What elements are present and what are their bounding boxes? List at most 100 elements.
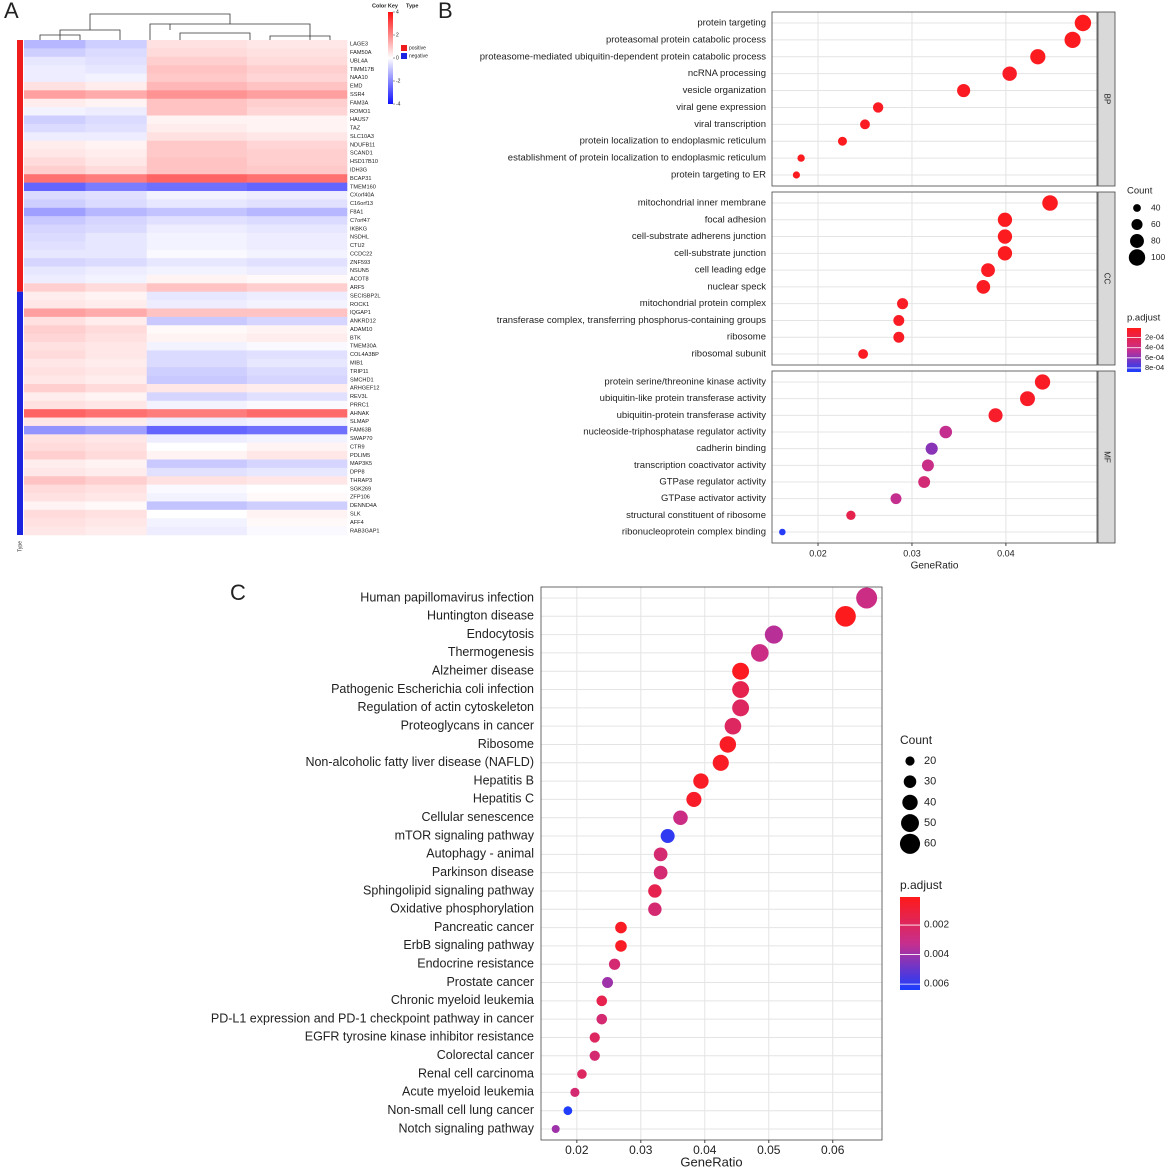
heatmap-cell (24, 425, 86, 435)
heatmap-cell (146, 425, 248, 435)
x-tick-label: 0.06 (821, 1143, 845, 1157)
category-label: cell-substrate adherens junction (632, 231, 766, 242)
heatmap-cell (246, 358, 348, 368)
dot (719, 736, 737, 753)
category-label: viral gene expression (676, 102, 766, 113)
row-label: FAM63B (350, 428, 372, 434)
dot (988, 408, 1003, 423)
heatmap-cell (246, 325, 348, 334)
heatmap-cell (24, 526, 86, 536)
dot (589, 1032, 600, 1043)
row-label: TIMM17B (350, 67, 375, 73)
row-label: SCAND1 (350, 151, 373, 157)
row-label: ARF5 (350, 285, 364, 291)
category-label: protein targeting to ER (671, 170, 766, 181)
heatmap-cell (85, 274, 148, 284)
heatmap-cell (24, 207, 86, 217)
color-legend-title: p.adjust (900, 878, 943, 892)
heatmap-cell (24, 165, 86, 175)
heatmap-cell (85, 375, 148, 385)
size-legend-label: 80 (1151, 235, 1161, 245)
dot (897, 298, 909, 310)
facet-strip (1097, 11, 1116, 187)
heatmap-cell (85, 342, 148, 351)
heatmap-cell (146, 191, 248, 200)
x-axis-title: GeneRatio (680, 1154, 742, 1169)
heatmap-cell (85, 98, 148, 108)
heatmap-cell (85, 501, 148, 511)
heatmap-cell (146, 48, 248, 58)
heatmap-cell (24, 358, 86, 368)
dot (732, 662, 750, 680)
heatmap-cell (146, 232, 248, 242)
heatmap-cell (24, 258, 86, 267)
heatmap-cell (24, 140, 86, 150)
color-key-tick-label: -2 (396, 78, 401, 84)
category-label: ncRNA processing (688, 68, 766, 79)
row-label: LAGE3 (350, 42, 368, 48)
dot (764, 625, 783, 644)
heatmap-cell (146, 367, 248, 376)
dot (976, 280, 991, 294)
dot (653, 847, 668, 862)
heatmap-cell (85, 157, 148, 167)
dot (570, 1087, 580, 1097)
heatmap-cell (146, 81, 248, 91)
heatmap-cell (246, 392, 348, 402)
facet-strip (1097, 370, 1116, 544)
x-tick-label: 0.05 (757, 1143, 781, 1157)
heatmap-cell (246, 493, 348, 502)
row-label: TMEM30A (350, 344, 377, 350)
panel-letter: A (4, 0, 19, 23)
heatmap-cell (85, 493, 148, 502)
category-label: GTPase regulator activity (659, 477, 766, 488)
heatmap-cell (85, 459, 148, 469)
x-tick-label: 0.03 (629, 1143, 653, 1157)
heatmap-cell (146, 333, 248, 343)
heatmap-cell (24, 115, 86, 125)
heatmap-cell (246, 149, 348, 158)
row-label: RAB3GAP1 (350, 528, 380, 534)
annotation-label: Type (17, 541, 23, 552)
heatmap-cell (85, 165, 148, 175)
heatmap-cell (146, 392, 248, 402)
heatmap-cell (146, 308, 248, 318)
dendrogram-branches (59, 13, 311, 40)
category-label: Endocrine resistance (417, 957, 534, 971)
category-label: Oxidative phosphorylation (390, 902, 534, 916)
dot (1030, 49, 1046, 65)
heatmap-cell (85, 249, 148, 259)
heatmap-cell (24, 291, 86, 301)
heatmap-cell (146, 509, 248, 519)
category-label: protein serine/threonine kinase activity (604, 377, 766, 388)
row-label: EMD (350, 84, 362, 90)
heatmap-cell (246, 375, 348, 385)
heatmap-cell (24, 40, 86, 49)
dot (602, 977, 614, 988)
heatmap-cell (24, 149, 86, 158)
row-label: DPP8 (350, 470, 365, 476)
heatmap-cell (85, 216, 148, 225)
size-legend-dot (1128, 249, 1146, 266)
dot (792, 171, 801, 179)
heatmap-cell (246, 132, 348, 141)
row-label: C16orf13 (350, 201, 373, 207)
heatmap-cell (246, 81, 348, 91)
heatmap-cell (24, 249, 86, 259)
dot (981, 263, 995, 278)
dot (732, 699, 750, 717)
panel-border (540, 586, 883, 1141)
heatmap-cell (246, 107, 348, 116)
category-label: Notch signaling pathway (399, 1121, 535, 1135)
heatmap-cell (85, 191, 148, 200)
heatmap-cell (24, 518, 86, 527)
heatmap-cell (24, 434, 86, 444)
size-legend-dot (899, 833, 921, 854)
category-label: viral transcription (694, 119, 766, 130)
size-legend-label: 40 (924, 796, 936, 808)
facet-strip (1097, 191, 1116, 366)
category-label: ErbB signaling pathway (403, 938, 534, 952)
category-label: Parkinson disease (432, 865, 534, 879)
category-label: Sphingolipid signaling pathway (363, 883, 535, 897)
